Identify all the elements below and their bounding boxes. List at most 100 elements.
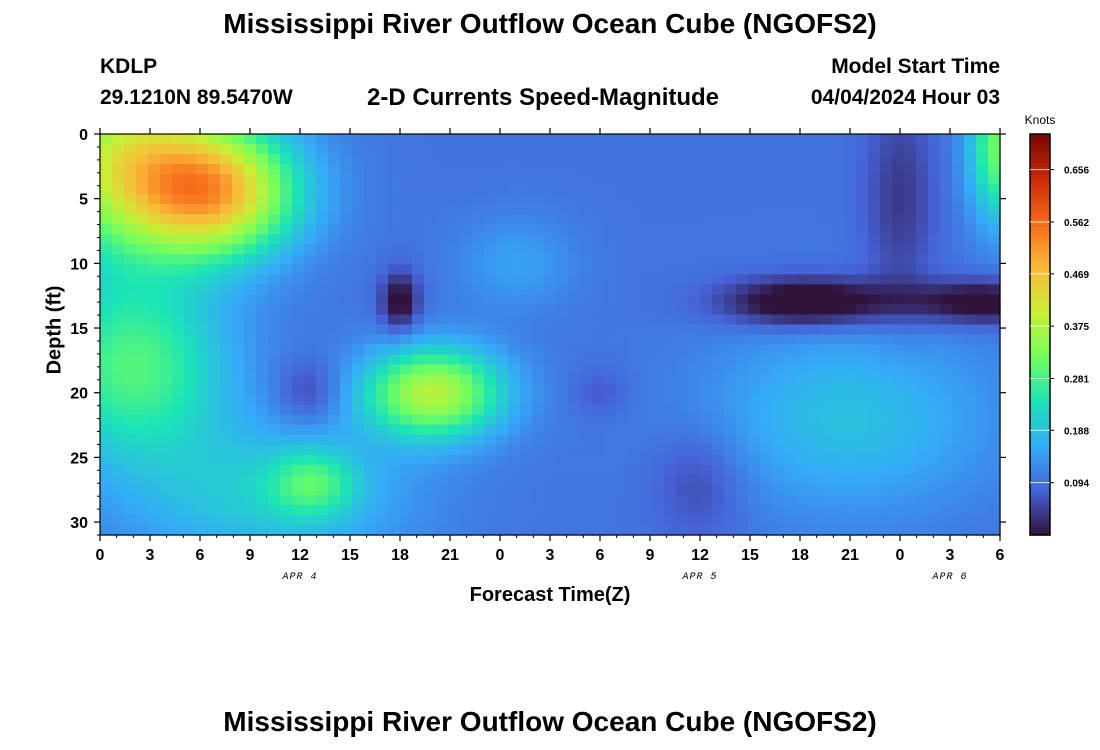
heatmap-cell (820, 424, 833, 436)
heatmap-cell (424, 374, 437, 386)
heatmap-cell (916, 194, 929, 205)
heatmap-cell (820, 304, 833, 316)
heatmap-cell (700, 324, 713, 336)
heatmap-cell (232, 374, 245, 386)
heatmap-cell (844, 464, 857, 476)
heatmap-cell (928, 294, 941, 306)
heatmap-cell (256, 304, 269, 316)
heatmap-cell (592, 524, 605, 536)
colorbar-segment (1030, 218, 1050, 223)
heatmap-cell (604, 274, 617, 285)
heatmap-cell (844, 164, 857, 175)
heatmap-cell (856, 364, 869, 376)
heatmap-cell (796, 504, 809, 516)
heatmap-cell (784, 494, 797, 506)
heatmap-cell (172, 294, 185, 306)
heatmap-cell (172, 174, 185, 185)
heatmap-cell (640, 364, 653, 376)
heatmap-cell (616, 154, 629, 165)
colorbar-segment (1030, 394, 1050, 400)
heatmap-cell (808, 424, 821, 436)
heatmap-cell (976, 234, 989, 245)
heatmap-cell (160, 304, 173, 316)
heatmap-cell (712, 464, 725, 476)
heatmap-cell (256, 474, 269, 486)
heatmap-cell (676, 344, 689, 356)
heatmap-cell (364, 454, 377, 466)
colorbar-segment (1030, 506, 1050, 512)
heatmap-cell (292, 334, 305, 346)
heatmap-cell (220, 314, 233, 326)
heatmap-cell (808, 414, 821, 426)
heatmap-cell (208, 244, 221, 255)
heatmap-cell (724, 154, 737, 165)
heatmap-cell (880, 204, 893, 215)
heatmap-cell (544, 434, 557, 446)
heatmap-cell (748, 184, 761, 195)
heatmap-cell (712, 444, 725, 456)
heatmap-cell (220, 264, 233, 275)
heatmap-cell (796, 154, 809, 165)
heatmap-cell (904, 234, 917, 245)
heatmap-cell (976, 414, 989, 426)
heatmap-cell (472, 454, 485, 466)
heatmap-cells (100, 134, 1001, 536)
heatmap-cell (196, 174, 209, 185)
heatmap-cell (724, 234, 737, 245)
heatmap-cell (436, 384, 449, 396)
colorbar-segment (1030, 518, 1050, 524)
heatmap-cell (976, 314, 989, 326)
heatmap-cell (220, 194, 233, 205)
heatmap-cell (196, 434, 209, 446)
heatmap-cell (580, 504, 593, 516)
heatmap-cell (616, 464, 629, 476)
heatmap-cell (376, 484, 389, 496)
heatmap-cell (808, 194, 821, 205)
heatmap-cell (952, 154, 965, 165)
heatmap-cell (532, 164, 545, 175)
heatmap-cell (196, 384, 209, 396)
heatmap-cell (316, 384, 329, 396)
heatmap-cell (784, 464, 797, 476)
heatmap-cell (724, 394, 737, 406)
heatmap-cell (364, 214, 377, 225)
heatmap-cell (904, 344, 917, 356)
heatmap-cell (328, 514, 341, 526)
heatmap-cell (628, 374, 641, 386)
heatmap-cell (688, 234, 701, 245)
heatmap-cell (412, 454, 425, 466)
x-tick-label: 12 (691, 547, 709, 564)
heatmap-cell (208, 484, 221, 496)
heatmap-cell (316, 214, 329, 225)
heatmap-cell (904, 324, 917, 336)
heatmap-cell (256, 294, 269, 306)
heatmap-cell (940, 424, 953, 436)
heatmap-cell (220, 274, 233, 285)
heatmap-cell (136, 514, 149, 526)
heatmap-cell (220, 454, 233, 466)
heatmap-cell (508, 234, 521, 245)
heatmap-cell (436, 494, 449, 506)
heatmap-cell (424, 514, 437, 526)
heatmap-cell (832, 244, 845, 255)
heatmap-cell (856, 204, 869, 215)
heatmap-cell (904, 494, 917, 506)
heatmap-cell (940, 374, 953, 386)
heatmap-cell (592, 464, 605, 476)
heatmap-cell (508, 334, 521, 346)
heatmap-cell (196, 504, 209, 516)
heatmap-cell (328, 304, 341, 316)
heatmap-cell (688, 314, 701, 326)
heatmap-cell (640, 474, 653, 486)
heatmap-cell (556, 384, 569, 396)
heatmap-cell (352, 164, 365, 175)
heatmap-cell (952, 504, 965, 516)
heatmap-cell (604, 134, 617, 145)
heatmap-cell (112, 294, 125, 306)
heatmap-cell (964, 284, 977, 296)
heatmap-cell (556, 494, 569, 506)
heatmap-cell (844, 264, 857, 275)
heatmap-cell (976, 174, 989, 185)
heatmap-cell (700, 404, 713, 416)
heatmap-cell (688, 174, 701, 185)
